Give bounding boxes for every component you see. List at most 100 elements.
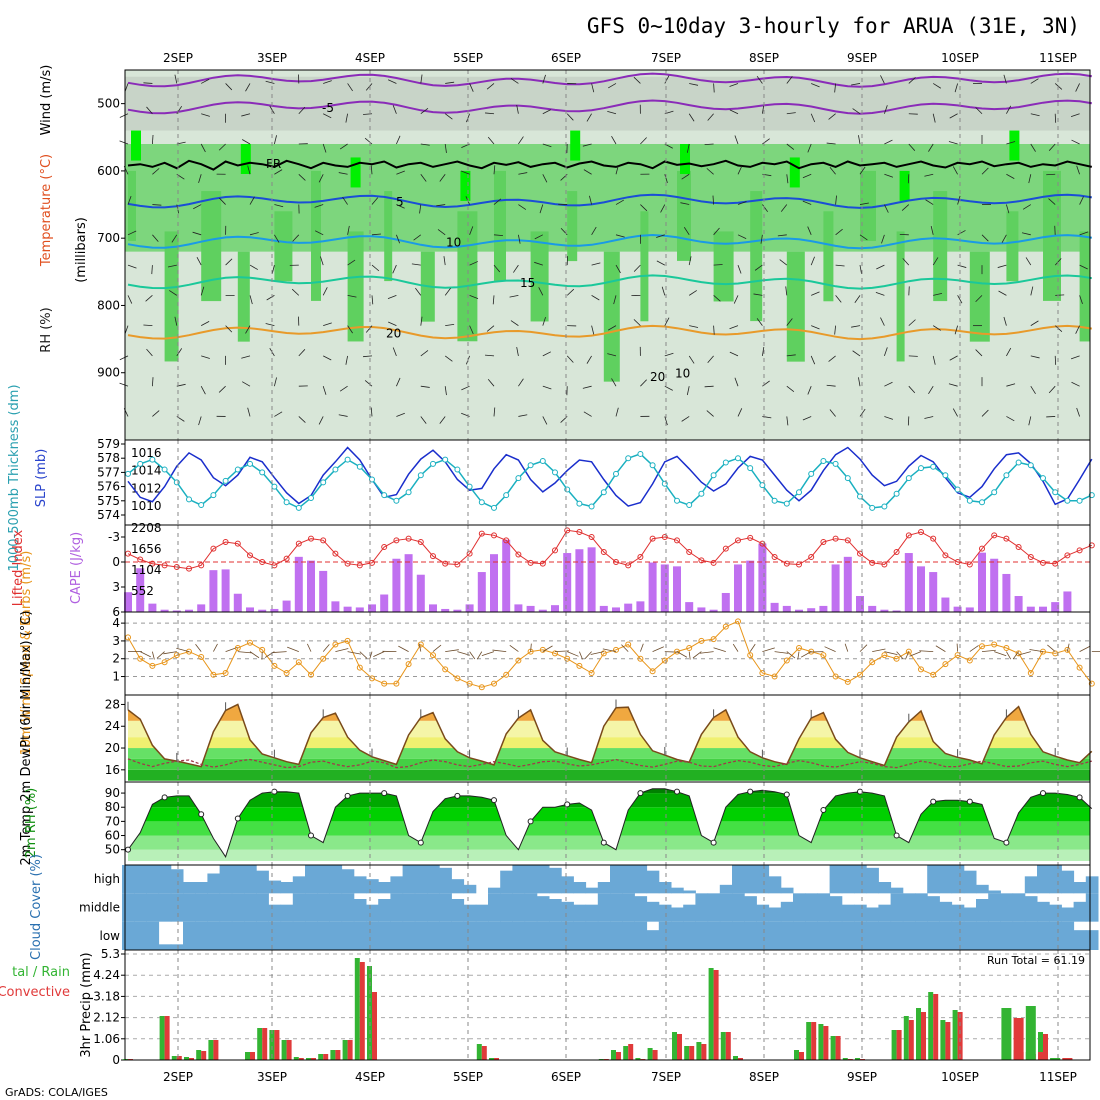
- wind-barb: [997, 264, 1007, 268]
- wind-barb: [802, 173, 812, 179]
- wind-speed-point: [588, 669, 595, 676]
- cloud-cell-low: [939, 921, 953, 950]
- cloud-cell-middle: [719, 893, 733, 922]
- convective-bar: [262, 1028, 268, 1060]
- wind-barb: [419, 204, 422, 214]
- lifted-index-point: [942, 552, 949, 559]
- wind-barb: [219, 197, 226, 205]
- cape-bar: [538, 609, 547, 612]
- wind-speed-point: [466, 680, 473, 687]
- cape-bar: [258, 609, 267, 612]
- contour-10: [127, 233, 1092, 250]
- lifted-index-point: [442, 560, 449, 567]
- wind-barb: [713, 295, 721, 302]
- cape-bar: [233, 593, 242, 612]
- convective-bar: [835, 1036, 841, 1060]
- wind-barb: [198, 174, 202, 183]
- wind-speed-point: [393, 680, 400, 687]
- cloud-cell-high: [890, 887, 904, 894]
- wind-barb: [834, 83, 836, 93]
- wind-barb: [510, 78, 519, 84]
- surface-wind-barb: [369, 651, 373, 660]
- temp-band: [128, 769, 1090, 781]
- rh-point: [491, 797, 497, 804]
- wind-barb: [828, 355, 836, 362]
- wind-barb: [780, 204, 788, 212]
- wind-barb: [932, 113, 936, 123]
- cloud-cell-middle: [646, 901, 660, 922]
- rh-patch: [237, 251, 250, 342]
- lifted-index-point: [186, 565, 192, 572]
- rain-bar: [708, 968, 714, 1060]
- cloud-cell-low: [1073, 930, 1087, 950]
- cloud-cell-middle: [134, 893, 147, 922]
- wind-barb: [439, 416, 446, 424]
- wind-barb: [802, 200, 812, 205]
- surface-wind-barb: [195, 644, 202, 652]
- cloud-cell-high: [597, 882, 611, 894]
- wind-speed-point: [356, 664, 363, 671]
- lifted-index-point: [686, 549, 693, 555]
- wind-barb: [396, 170, 405, 175]
- wind-barb: [930, 225, 934, 235]
- cloud-cell-middle: [658, 904, 672, 922]
- lifted-index-point: [320, 537, 327, 544]
- wind-barb: [247, 165, 251, 175]
- y-tick-label: 6: [112, 605, 120, 619]
- wind-barb: [388, 79, 397, 84]
- rh-patch: [823, 211, 834, 302]
- lifted-index-point: [295, 540, 302, 547]
- cape-bar: [1063, 591, 1072, 612]
- wind-barb: [779, 259, 788, 266]
- cloud-cell-low: [402, 921, 416, 950]
- y-tick-label: 20: [105, 741, 120, 755]
- y-tick-label: 0: [112, 1053, 120, 1067]
- rain-bar: [647, 1048, 653, 1060]
- wind-barb: [713, 83, 715, 93]
- wind-barb: [729, 351, 739, 357]
- wind-barb: [318, 416, 324, 425]
- wind-barb: [664, 416, 668, 426]
- thickness-point: [637, 450, 644, 457]
- rain-bar: [696, 1042, 702, 1060]
- wind-barb: [1030, 78, 1039, 84]
- cloud-cell-low: [231, 921, 245, 950]
- cloud-cell-high: [317, 865, 330, 894]
- rh-point: [308, 832, 314, 839]
- wind-barb: [411, 263, 421, 266]
- cloud-cell-low: [1024, 921, 1038, 950]
- surface-wind-barb: [476, 651, 483, 660]
- thickness-point: [747, 465, 754, 472]
- wind-barb: [689, 325, 699, 328]
- surface-wind-barb: [676, 651, 688, 658]
- wind-legend-label: Wind (m/s): [39, 65, 54, 136]
- wind-speed-point: [698, 637, 705, 644]
- thickness-point: [832, 460, 839, 467]
- lifted-index-point: [735, 537, 741, 544]
- rain-bar: [476, 1044, 482, 1060]
- wind-barb: [493, 264, 501, 273]
- wind-barb: [811, 325, 820, 330]
- cape-bar: [721, 592, 730, 612]
- surface-wind-barb: [249, 651, 260, 659]
- date-label-top: 4SEP: [355, 51, 385, 65]
- wind-speed-point: [1088, 680, 1095, 687]
- rh-patch: [384, 191, 393, 282]
- wind-barb: [786, 112, 796, 115]
- wind-barb: [713, 264, 723, 266]
- cloud-cell-high: [988, 890, 1001, 894]
- cloud-cell-high: [207, 873, 221, 894]
- cloud-cell-middle: [366, 904, 379, 922]
- wind-barb: [807, 226, 812, 235]
- cloud-cell-middle: [536, 896, 550, 922]
- rh-point: [381, 790, 388, 797]
- wind-barb: [957, 295, 963, 304]
- convective-bar: [201, 1051, 207, 1060]
- thickness-point: [515, 475, 522, 482]
- wind-barb: [954, 325, 958, 335]
- wind-barb: [370, 407, 373, 417]
- wind-barb: [1025, 257, 1032, 266]
- wind-barb: [807, 143, 812, 153]
- wind-barb: [249, 264, 258, 270]
- wind-barb: [469, 261, 478, 266]
